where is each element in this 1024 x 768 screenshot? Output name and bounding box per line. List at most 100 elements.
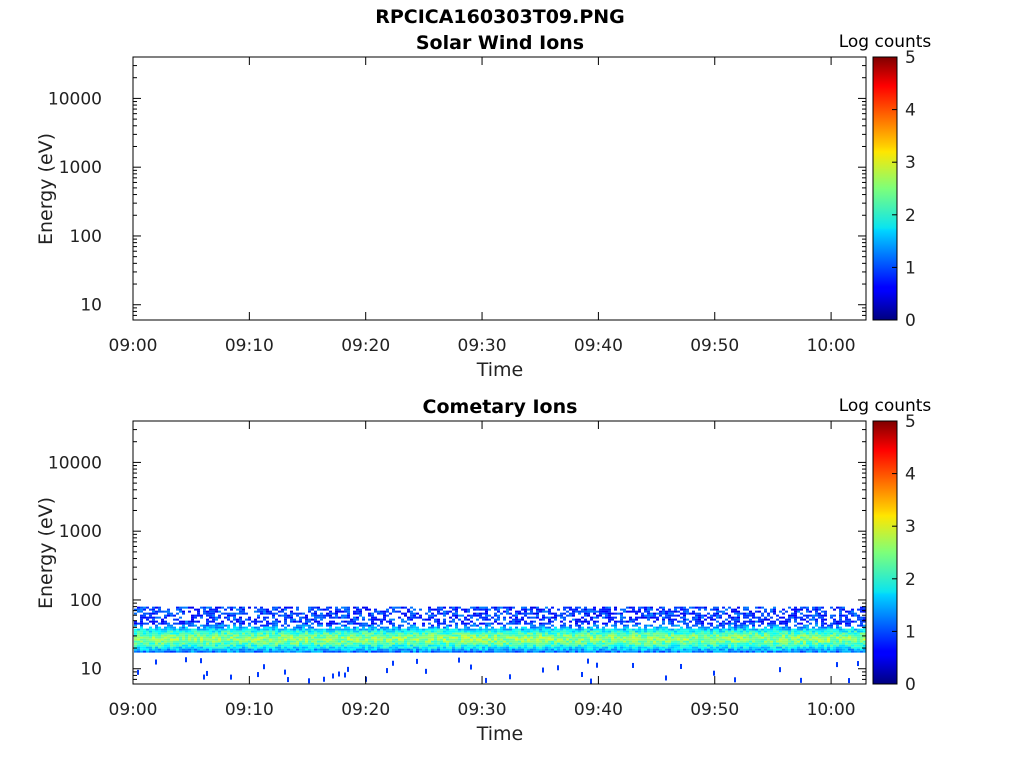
spectrogram-cell bbox=[476, 634, 479, 637]
spectrogram-cell bbox=[200, 646, 203, 649]
spectrogram-cell bbox=[464, 638, 467, 641]
spectrogram-cell bbox=[737, 626, 740, 629]
spectrogram-cell bbox=[395, 630, 398, 633]
spectrogram-cell bbox=[695, 640, 698, 643]
spectrogram-cell bbox=[416, 648, 419, 651]
spectrogram-cell bbox=[155, 610, 158, 613]
spectrogram-cell bbox=[692, 616, 695, 619]
spectrogram-cell bbox=[269, 636, 272, 639]
spectrogram-cell bbox=[485, 616, 488, 619]
spectrogram-cell bbox=[305, 634, 308, 637]
spectrogram-cell bbox=[185, 634, 188, 637]
spectrogram-cell bbox=[572, 646, 575, 649]
spectrogram-cell bbox=[368, 608, 371, 611]
spectrogram-cell bbox=[182, 650, 185, 653]
spectrogram-cell bbox=[302, 628, 305, 631]
spectrogram-cell bbox=[560, 614, 563, 617]
spectrogram-cell bbox=[281, 638, 284, 641]
spectrogram-cell bbox=[668, 638, 671, 641]
spectrogram-cell bbox=[206, 650, 209, 653]
spectrogram-cell bbox=[320, 640, 323, 643]
spectrogram-cell bbox=[215, 634, 218, 637]
spectrogram-cell bbox=[461, 620, 464, 623]
spectrogram-cell bbox=[443, 640, 446, 643]
spectrogram-cell bbox=[302, 622, 305, 625]
spectrogram-cell bbox=[449, 632, 452, 635]
spectrogram-cell bbox=[737, 628, 740, 631]
spectrogram-cell bbox=[608, 606, 611, 609]
spectrogram-cell bbox=[518, 618, 521, 621]
spectrogram-cell bbox=[200, 636, 203, 639]
spectrogram-cell bbox=[425, 642, 428, 645]
spectrogram-cell bbox=[758, 648, 761, 651]
spectrogram-cell bbox=[806, 630, 809, 633]
spectrogram-cell bbox=[167, 646, 170, 649]
spectrogram-cell bbox=[683, 628, 686, 631]
spectrogram-cell bbox=[467, 644, 470, 647]
spectrogram-cell bbox=[506, 634, 509, 637]
spectrogram-cell bbox=[767, 622, 770, 625]
spectrogram-cell bbox=[386, 628, 389, 631]
spectrogram-cell bbox=[407, 610, 410, 613]
spectrogram-cell bbox=[857, 618, 860, 621]
spectrogram-cell bbox=[452, 642, 455, 645]
spectrogram-cell bbox=[200, 658, 202, 664]
spectrogram-cell bbox=[593, 634, 596, 637]
spectrogram-cell bbox=[134, 612, 137, 615]
spectrogram-cell bbox=[410, 610, 413, 613]
spectrogram-cell bbox=[584, 614, 587, 617]
spectrogram-cell bbox=[686, 610, 689, 613]
spectrogram-cell bbox=[698, 644, 701, 647]
spectrogram-cell bbox=[473, 622, 476, 625]
spectrogram-cell bbox=[296, 646, 299, 649]
spectrogram-cell bbox=[815, 646, 818, 649]
spectrogram-cell bbox=[578, 648, 581, 651]
spectrogram-cell bbox=[506, 622, 509, 625]
spectrogram-cell bbox=[155, 616, 158, 619]
spectrogram-cell bbox=[284, 626, 287, 629]
spectrogram-cell bbox=[314, 636, 317, 639]
spectrogram-cell bbox=[431, 638, 434, 641]
spectrogram-cell bbox=[542, 642, 545, 645]
spectrogram-cell bbox=[245, 618, 248, 621]
spectrogram-cell bbox=[752, 636, 755, 639]
spectrogram-cell bbox=[719, 650, 722, 653]
spectrogram-cell bbox=[359, 648, 362, 651]
spectrogram-cell bbox=[851, 638, 854, 641]
spectrogram-cell bbox=[419, 630, 422, 633]
spectrogram-cell bbox=[434, 644, 437, 647]
spectrogram-cell bbox=[260, 630, 263, 633]
spectrogram-cell bbox=[788, 630, 791, 633]
spectrogram-cell bbox=[428, 610, 431, 613]
spectrogram-cell bbox=[608, 620, 611, 623]
spectrogram-cell bbox=[647, 636, 650, 639]
spectrogram-cell bbox=[521, 646, 524, 649]
spectrogram-cell bbox=[194, 636, 197, 639]
spectrogram-cell bbox=[737, 620, 740, 623]
spectrogram-cell bbox=[656, 644, 659, 647]
spectrogram-cell bbox=[719, 616, 722, 619]
spectrogram-cell bbox=[614, 606, 617, 609]
spectrogram-cell bbox=[296, 638, 299, 641]
colorbar-tick-label: 3 bbox=[905, 153, 916, 173]
spectrogram-cell bbox=[506, 636, 509, 639]
spectrogram-cell bbox=[605, 610, 608, 613]
spectrogram-cell bbox=[836, 626, 839, 629]
spectrogram-cell bbox=[581, 671, 583, 677]
spectrogram-cell bbox=[290, 638, 293, 641]
spectrogram-cell bbox=[497, 610, 500, 613]
spectrogram-cell bbox=[743, 616, 746, 619]
spectrogram-cell bbox=[581, 642, 584, 645]
spectrogram-cell bbox=[245, 626, 248, 629]
spectrogram-cell bbox=[854, 632, 857, 635]
spectrogram-cell bbox=[608, 618, 611, 621]
spectrogram-cell bbox=[362, 642, 365, 645]
spectrogram-cell bbox=[845, 646, 848, 649]
spectrogram-cell bbox=[308, 620, 311, 623]
spectrogram-cell bbox=[743, 630, 746, 633]
spectrogram-cell bbox=[635, 616, 638, 619]
spectrogram-cell bbox=[752, 612, 755, 615]
spectrogram-cell bbox=[218, 648, 221, 651]
spectrogram-cell bbox=[194, 644, 197, 647]
spectrogram-cell bbox=[689, 640, 692, 643]
